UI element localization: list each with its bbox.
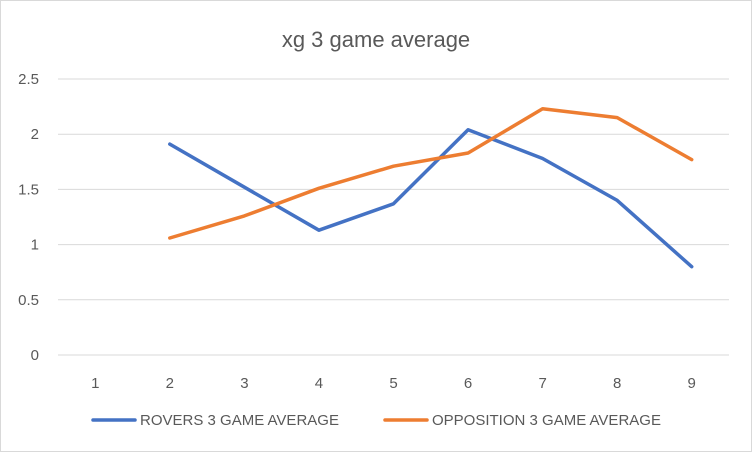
y-tick-label: 2 [31, 126, 39, 143]
x-tick-label: 2 [166, 375, 174, 392]
x-tick-label: 8 [613, 375, 621, 392]
series-line-1 [168, 107, 694, 240]
x-tick-label: 9 [688, 375, 696, 392]
x-tick-label: 5 [389, 375, 397, 392]
y-tick-label: 0.5 [18, 292, 39, 309]
legend-label-0: ROVERS 3 GAME AVERAGE [140, 412, 339, 429]
series-lines [168, 107, 694, 269]
gridlines [58, 78, 729, 356]
legend: ROVERS 3 GAME AVERAGE OPPOSITION 3 GAME A… [91, 412, 661, 429]
legend-label-1: OPPOSITION 3 GAME AVERAGE [432, 412, 661, 429]
y-axis-tick-labels: 0 0.5 1 1.5 2 2.5 [18, 71, 39, 364]
x-axis-tick-labels: 1 2 3 4 5 6 7 8 9 [91, 375, 696, 392]
x-tick-label: 6 [464, 375, 472, 392]
x-tick-label: 3 [240, 375, 248, 392]
y-tick-label: 0 [31, 347, 39, 364]
y-tick-label: 2.5 [18, 71, 39, 88]
x-tick-label: 7 [538, 375, 546, 392]
y-tick-label: 1 [31, 237, 39, 254]
x-tick-label: 1 [91, 375, 99, 392]
series-line-0 [168, 128, 694, 269]
y-tick-label: 1.5 [18, 181, 39, 198]
x-tick-label: 4 [315, 375, 323, 392]
chart-title: xg 3 game average [282, 27, 470, 52]
